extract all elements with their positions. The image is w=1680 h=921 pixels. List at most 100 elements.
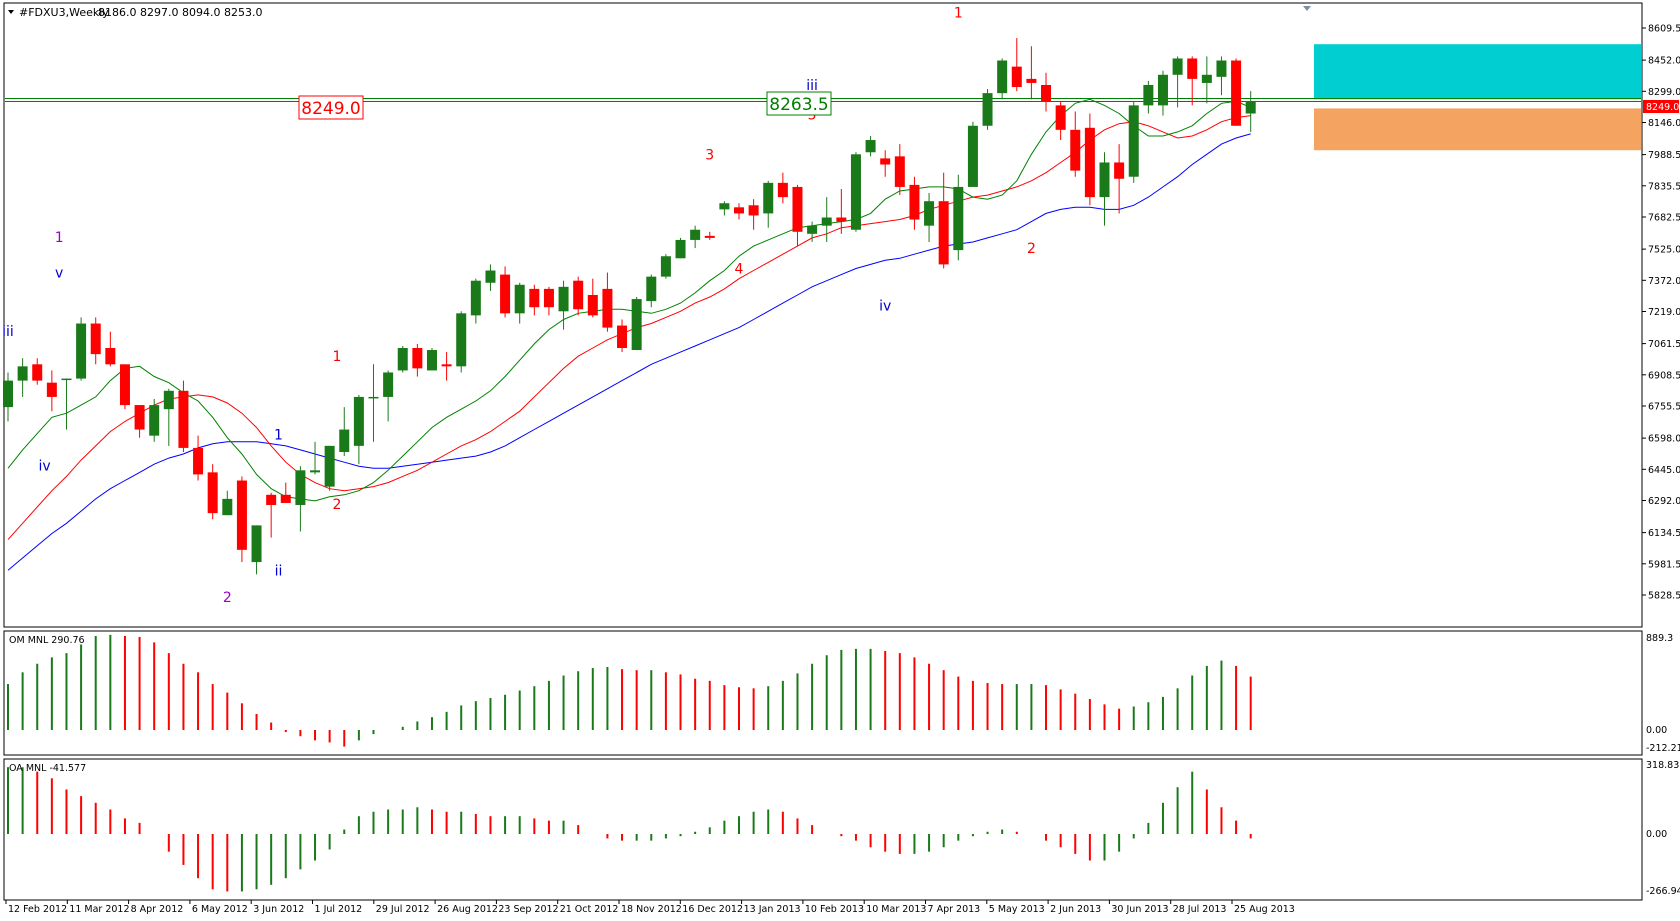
candle-64 (938, 172, 949, 269)
y-tick-label: 6134.5 (1648, 528, 1680, 539)
candle-32 (470, 278, 481, 324)
candle-body (32, 364, 43, 381)
candle-body (573, 280, 584, 310)
candle-30 (441, 352, 452, 381)
candle-82 (1201, 56, 1212, 104)
candle-body (193, 447, 204, 475)
candle-body (763, 182, 774, 214)
candle-body (865, 140, 876, 153)
left-level-box[interactable] (298, 95, 364, 120)
candle-19 (280, 482, 291, 503)
wave-label-5: ii (275, 563, 283, 579)
x-tick-label: 30 Jun 2013 (1111, 904, 1168, 915)
candle-27 (397, 345, 408, 373)
candle-body (997, 60, 1008, 94)
wave-label-2: v (55, 266, 63, 282)
x-tick-label: 10 Mar 2013 (866, 904, 926, 915)
ma-blue-line (7, 133, 1251, 571)
candle-body (690, 229, 701, 240)
candle-body (1055, 105, 1066, 130)
chart-shift-marker-icon[interactable] (1303, 6, 1311, 11)
candle-body (17, 366, 28, 381)
y-tick-label: 7219.0 (1648, 307, 1680, 318)
x-tick-label: 26 Aug 2012 (437, 904, 498, 915)
middle-level-box[interactable] (766, 91, 832, 116)
y-tick-label: 6908.5 (1648, 370, 1680, 381)
candle-23 (339, 407, 350, 457)
candle-body (76, 323, 87, 379)
x-tick-label: 16 Dec 2012 (682, 904, 743, 915)
collapse-arrow-icon[interactable] (8, 10, 14, 14)
candle-body (134, 405, 145, 430)
symbol-title: #FDXU3,Weekly (19, 6, 109, 19)
candle-18 (266, 492, 277, 538)
candle-body (383, 372, 394, 397)
candle-body (836, 217, 847, 222)
candle-body (1114, 162, 1125, 179)
candle-46 (675, 237, 686, 259)
wave-label-13: iv (879, 298, 891, 314)
wave-label-15: 2 (1027, 241, 1036, 257)
zone-upper (1314, 44, 1641, 100)
candle-59 (865, 135, 876, 157)
candle-body (236, 480, 247, 550)
wave-label-8: 2 (332, 497, 341, 513)
candle-body (324, 445, 335, 487)
candle-body (1128, 105, 1139, 177)
candle-2 (32, 358, 43, 385)
candle-60 (880, 150, 891, 177)
date-axis: 12 Feb 2012 11 Mar 2012 8 Apr 2012 6 May 20… (5, 900, 1295, 915)
candle-body (105, 347, 116, 365)
candle-body (792, 186, 803, 232)
moving-averages-layer (7, 98, 1251, 571)
candle-body (353, 396, 364, 446)
candle-body (704, 235, 715, 238)
candle-8 (119, 364, 130, 410)
x-tick-label: 2 Jun 2013 (1050, 904, 1101, 915)
candle-69 (1011, 38, 1022, 92)
candle-body (1172, 58, 1183, 75)
candle-57 (836, 188, 847, 234)
candle-55 (807, 221, 818, 242)
wave-label-10: 4 (735, 262, 744, 278)
candle-body (1157, 74, 1168, 106)
candle-12 (178, 380, 189, 452)
candle-84 (1231, 58, 1242, 126)
candle-5 (76, 317, 87, 381)
left-level-label: 8249.0 (301, 99, 360, 119)
y-tick-label: 7988.5 (1648, 150, 1680, 161)
candle-body (558, 286, 569, 312)
candle-80 (1172, 56, 1183, 108)
candle-43 (631, 297, 642, 351)
y-tick-label: 6755.5 (1648, 402, 1680, 413)
x-tick-label: 7 Apr 2013 (928, 904, 981, 915)
candle-9 (134, 405, 145, 438)
candle-body (1099, 162, 1110, 198)
candle-83 (1216, 56, 1227, 96)
oa-histogram (7, 767, 1252, 892)
middle-level-label: 8263.5 (769, 95, 828, 115)
candle-body (1216, 60, 1227, 77)
x-tick-label: 1 Jul 2012 (315, 904, 363, 915)
candle-body (163, 390, 174, 410)
candle-10 (149, 398, 160, 442)
candle-body (397, 347, 408, 371)
candle-56 (821, 197, 832, 242)
candle-body (1026, 78, 1037, 83)
candle-0 (3, 372, 13, 422)
candle-body (587, 294, 598, 316)
candle-body (880, 158, 891, 165)
wave-label-0: iii (2, 324, 14, 340)
candle-body (1187, 58, 1198, 79)
oa-axis-zero: 0.00 (1646, 829, 1667, 840)
candle-body (1201, 74, 1212, 83)
candle-20 (295, 466, 306, 532)
candle-77 (1128, 101, 1139, 183)
x-tick-label: 5 May 2013 (989, 904, 1045, 915)
candle-50 (734, 203, 744, 220)
candle-body (1084, 127, 1095, 198)
candle-66 (967, 121, 978, 187)
candle-body (46, 382, 57, 397)
